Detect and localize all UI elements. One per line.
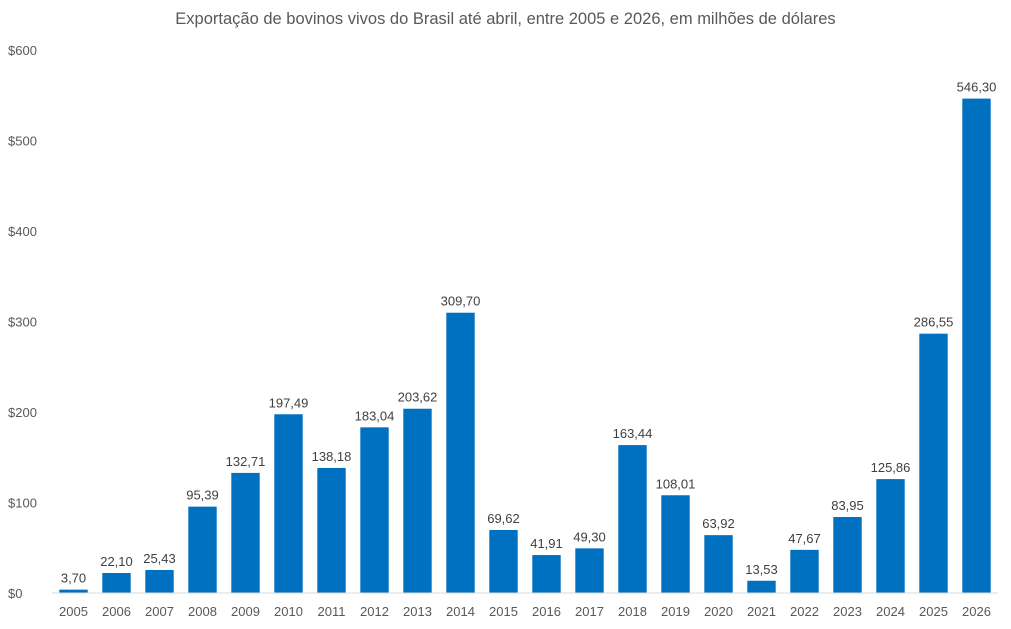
data-label-2009: 132,71 bbox=[226, 454, 266, 469]
x-tick-label-2025: 2025 bbox=[919, 604, 948, 619]
y-tick-label: $300 bbox=[8, 315, 37, 330]
x-tick-label-2022: 2022 bbox=[790, 604, 819, 619]
x-tick-label-2021: 2021 bbox=[747, 604, 776, 619]
data-label-2005: 3,70 bbox=[61, 571, 86, 586]
bar-2011 bbox=[317, 467, 346, 593]
bar-2022 bbox=[790, 549, 819, 593]
y-tick-label: $600 bbox=[8, 43, 37, 58]
bar-2006 bbox=[102, 572, 131, 593]
data-label-2021: 13,53 bbox=[745, 562, 778, 577]
x-tick-label-2026: 2026 bbox=[962, 604, 991, 619]
data-label-2016: 41,91 bbox=[530, 536, 563, 551]
data-label-2008: 95,39 bbox=[186, 488, 219, 503]
bar-2016 bbox=[532, 555, 561, 593]
x-tick-label-2005: 2005 bbox=[59, 604, 88, 619]
x-tick-label-2013: 2013 bbox=[403, 604, 432, 619]
bar-2008 bbox=[188, 506, 217, 593]
y-tick-label: $0 bbox=[8, 586, 22, 601]
x-tick-label-2010: 2010 bbox=[274, 604, 303, 619]
bar-2005 bbox=[59, 589, 88, 593]
bar-2013 bbox=[403, 408, 432, 593]
data-label-2026: 546,30 bbox=[957, 80, 997, 95]
data-label-2020: 63,92 bbox=[702, 516, 735, 531]
bar-2014 bbox=[446, 312, 475, 593]
data-label-2007: 25,43 bbox=[143, 551, 176, 566]
x-tick-label-2006: 2006 bbox=[102, 604, 131, 619]
bar-2007 bbox=[145, 569, 174, 593]
x-tick-label-2011: 2011 bbox=[318, 604, 346, 619]
data-label-2017: 49,30 bbox=[573, 529, 606, 544]
data-label-2011: 138,18 bbox=[312, 449, 352, 464]
bar-2017 bbox=[575, 548, 604, 593]
x-tick-label-2007: 2007 bbox=[145, 604, 174, 619]
data-label-2010: 197,49 bbox=[269, 395, 309, 410]
data-label-2015: 69,62 bbox=[487, 511, 520, 526]
bar-2025 bbox=[919, 333, 948, 593]
data-labels: 3,70 22,10 25,43 95,39 132,71 197,49 138,18 183… bbox=[61, 80, 997, 586]
bar-2023 bbox=[833, 517, 862, 593]
bar-2010 bbox=[274, 414, 303, 593]
data-label-2019: 108,01 bbox=[656, 476, 696, 491]
x-tick-label-2019: 2019 bbox=[661, 604, 690, 619]
bar-2009 bbox=[231, 472, 260, 593]
data-label-2013: 203,62 bbox=[398, 390, 438, 405]
data-label-2014: 309,70 bbox=[441, 294, 481, 309]
data-label-2006: 22,10 bbox=[100, 554, 133, 569]
data-label-2022: 47,67 bbox=[788, 531, 821, 546]
y-tick-label: $500 bbox=[8, 134, 37, 149]
x-tick-label-2014: 2014 bbox=[446, 604, 475, 619]
data-label-2018: 163,44 bbox=[613, 426, 653, 441]
bar-2019 bbox=[661, 495, 690, 593]
data-label-2012: 183,04 bbox=[355, 408, 395, 423]
data-label-2024: 125,86 bbox=[871, 460, 911, 475]
bar-2015 bbox=[489, 529, 518, 593]
bar-2012 bbox=[360, 427, 389, 593]
bar-2026 bbox=[962, 98, 991, 593]
chart-title: Exportação de bovinos vivos do Brasil at… bbox=[175, 10, 836, 28]
bar-2021 bbox=[747, 580, 776, 593]
y-tick-label: $400 bbox=[8, 224, 37, 239]
x-tick-label-2024: 2024 bbox=[876, 604, 905, 619]
x-tick-label-2015: 2015 bbox=[489, 604, 518, 619]
bar-2018 bbox=[618, 445, 647, 593]
x-tick-label-2012: 2012 bbox=[360, 604, 389, 619]
x-axis-ticks: 2005 2006 2007 2008 2009 2010 2011 2012 2013 2014… bbox=[59, 604, 991, 619]
bars bbox=[59, 98, 991, 593]
bar-2024 bbox=[876, 479, 905, 593]
y-tick-label: $200 bbox=[8, 405, 37, 420]
x-tick-label-2018: 2018 bbox=[618, 604, 647, 619]
data-label-2023: 83,95 bbox=[831, 498, 864, 513]
bar-2020 bbox=[704, 535, 733, 593]
x-tick-label-2023: 2023 bbox=[833, 604, 862, 619]
x-tick-label-2017: 2017 bbox=[575, 604, 604, 619]
x-tick-label-2020: 2020 bbox=[704, 604, 733, 619]
x-tick-label-2008: 2008 bbox=[188, 604, 217, 619]
y-axis-ticks: $0 $100 $200 $300 $400 $500 $600 bbox=[8, 43, 37, 601]
y-tick-label: $100 bbox=[8, 496, 37, 511]
data-label-2025: 286,55 bbox=[914, 315, 954, 330]
x-tick-label-2009: 2009 bbox=[231, 604, 260, 619]
x-tick-label-2016: 2016 bbox=[532, 604, 561, 619]
